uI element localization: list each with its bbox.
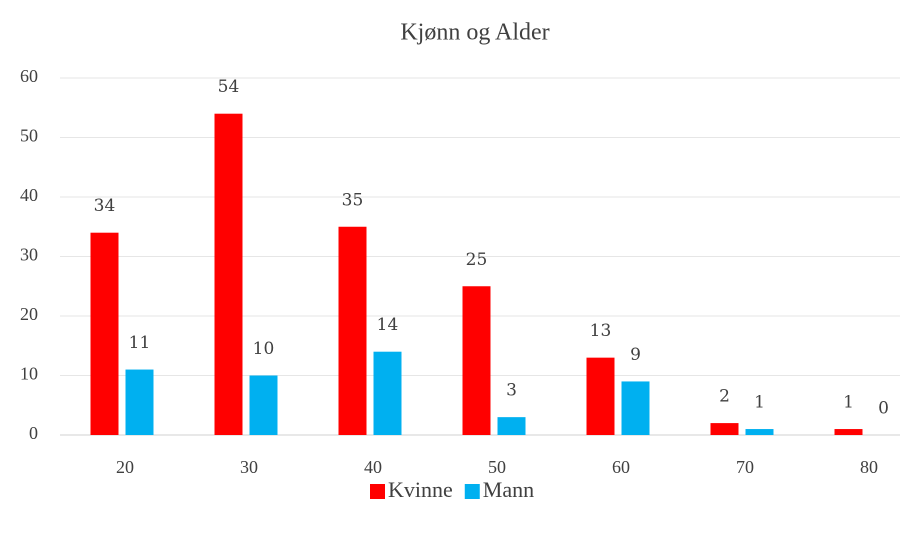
bar <box>338 226 367 435</box>
bar <box>90 232 119 435</box>
value-label: 14 <box>377 315 399 335</box>
bar <box>214 113 243 435</box>
x-tick-label: 50 <box>488 457 506 477</box>
value-label: 1 <box>754 393 765 413</box>
x-tick-label: 70 <box>736 457 754 477</box>
bar <box>710 423 739 435</box>
bar <box>621 381 650 435</box>
bar <box>125 369 154 435</box>
legend-swatch <box>464 484 480 499</box>
y-tick-label: 50 <box>20 126 38 146</box>
value-label: 2 <box>719 387 730 407</box>
value-label: 1 <box>843 393 854 413</box>
y-tick-label: 30 <box>20 245 38 265</box>
x-tick-label: 60 <box>612 457 630 477</box>
value-label: 0 <box>878 399 889 419</box>
bar <box>249 375 278 435</box>
value-label: 13 <box>590 321 612 341</box>
value-label: 25 <box>466 250 488 270</box>
chart-title: Kjønn og Alder <box>400 20 549 46</box>
bar <box>586 357 615 435</box>
x-tick-label: 80 <box>860 457 878 477</box>
value-label: 34 <box>94 196 116 216</box>
y-tick-label: 10 <box>20 364 38 384</box>
y-tick-label: 60 <box>20 66 38 86</box>
value-label: 9 <box>630 345 641 365</box>
bar <box>834 429 863 435</box>
value-label: 11 <box>129 333 151 353</box>
y-tick-label: 40 <box>20 185 38 205</box>
x-tick-label: 30 <box>240 457 258 477</box>
legend-label: Mann <box>483 477 534 502</box>
legend-label: Kvinne <box>388 477 453 502</box>
bar <box>497 417 526 435</box>
value-label: 35 <box>342 190 364 210</box>
y-tick-label: 20 <box>20 304 38 324</box>
bar <box>373 351 402 435</box>
value-label: 54 <box>218 77 240 97</box>
bar <box>462 286 491 435</box>
x-tick-label: 40 <box>364 457 382 477</box>
value-label: 3 <box>506 381 517 401</box>
y-tick-label: 0 <box>29 423 38 443</box>
bar <box>745 429 774 435</box>
x-tick-label: 20 <box>116 457 134 477</box>
legend-swatch <box>370 484 385 499</box>
value-label: 10 <box>253 339 275 359</box>
